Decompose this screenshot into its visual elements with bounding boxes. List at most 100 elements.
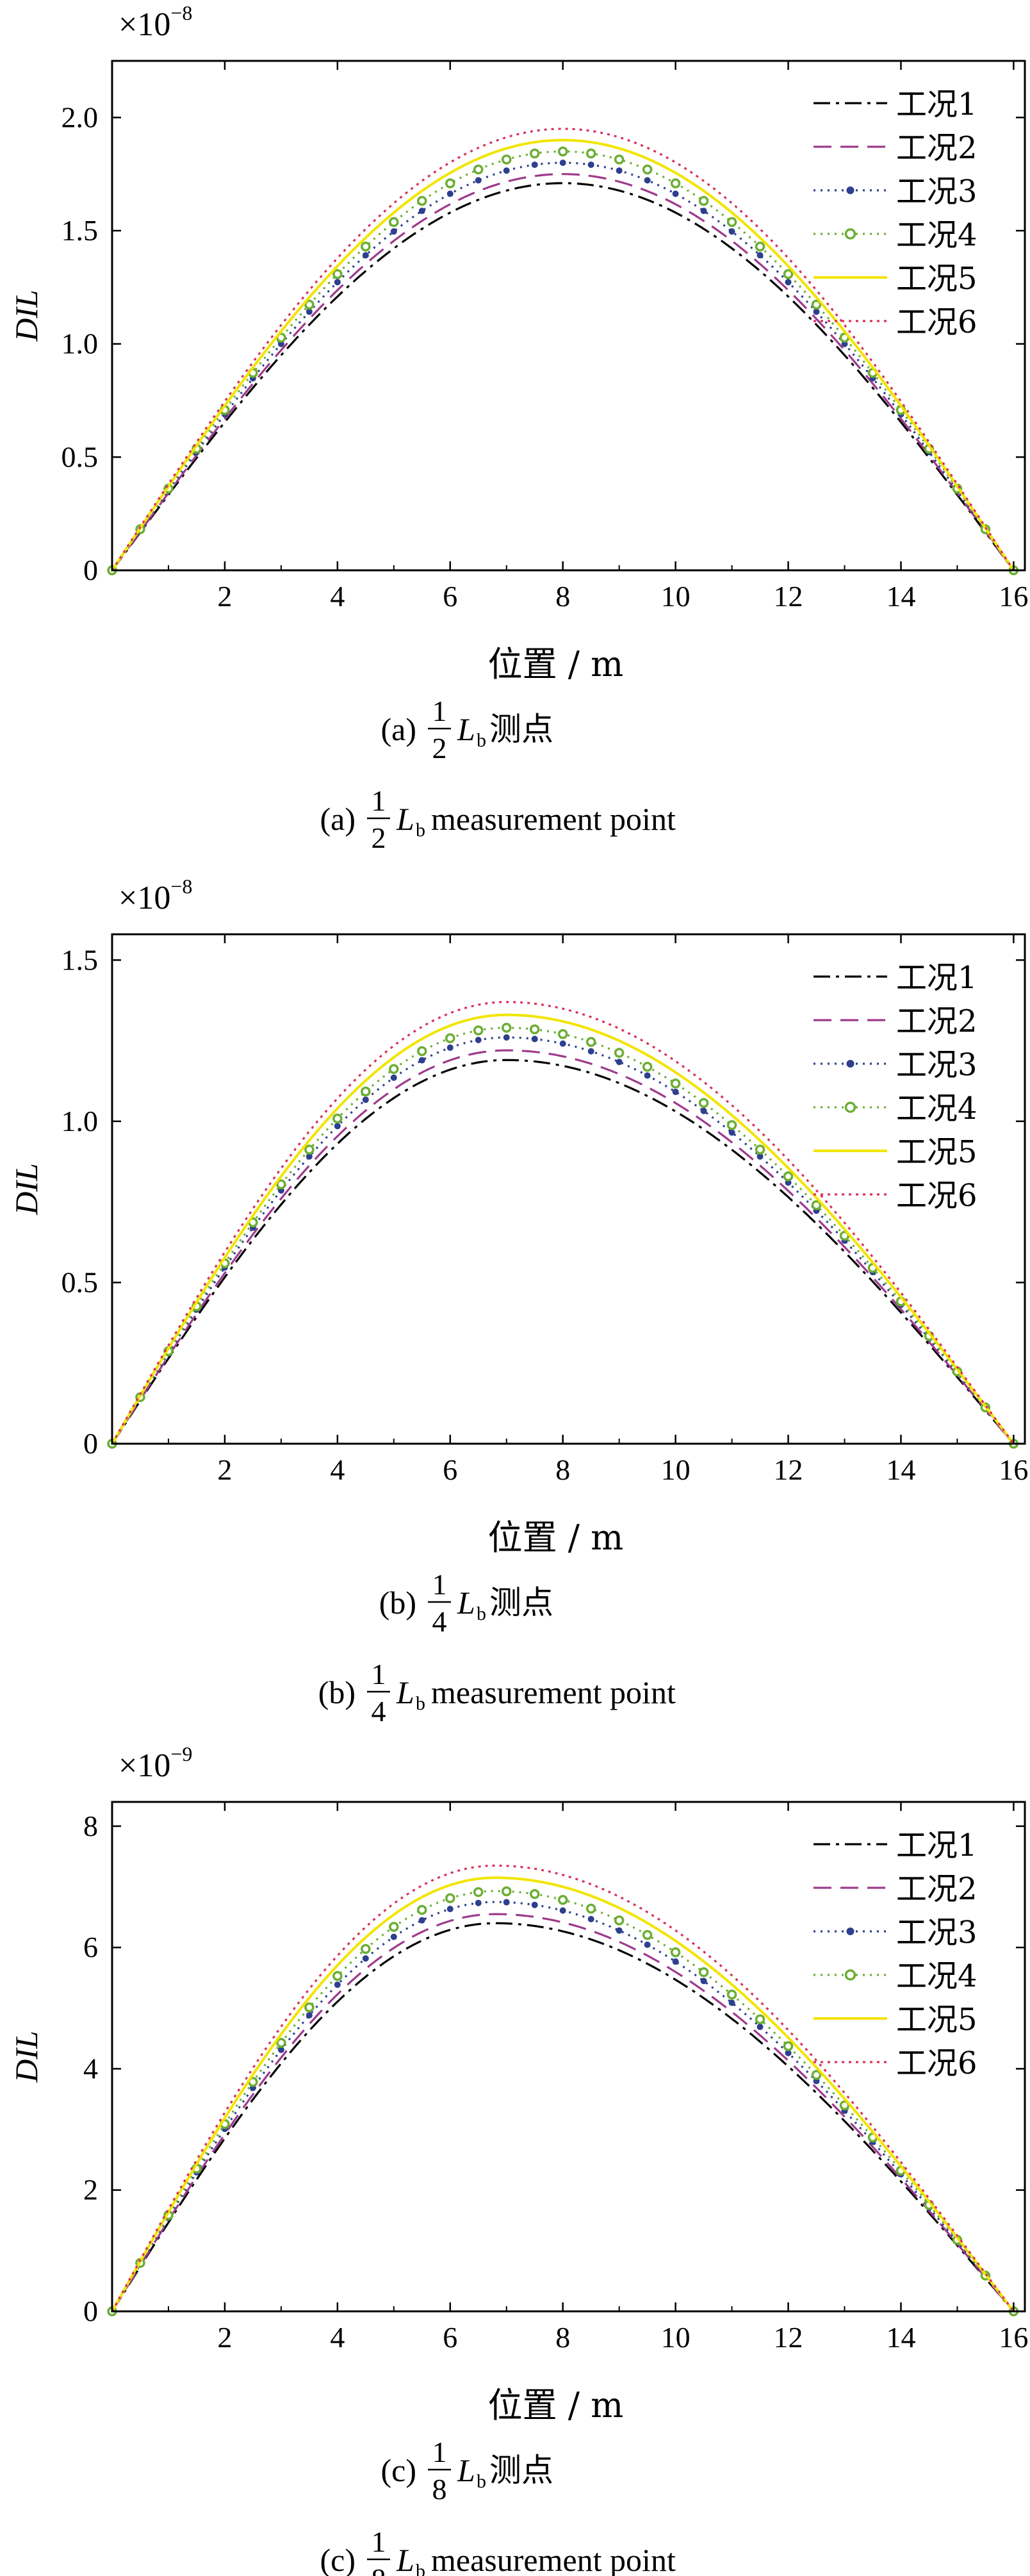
- marker-circle: [361, 1944, 371, 1954]
- marker-dot: [813, 308, 820, 315]
- series-line-2: [111, 1913, 1015, 2313]
- marker-dot: [644, 177, 651, 184]
- marker-dot: [700, 1107, 707, 1114]
- legend: 工况1 工况2 工况3 工况4 工况5 工况6: [813, 960, 977, 1214]
- marker-circle: [642, 1929, 653, 1940]
- caption-prefix: (a): [381, 711, 417, 747]
- marker-circle: [839, 2100, 850, 2111]
- marker-circle: [473, 1025, 484, 1036]
- series-line-5: [111, 1013, 1015, 1445]
- caption-prefix: (c): [381, 2452, 417, 2488]
- x-tick-label: 14: [886, 1453, 915, 1486]
- marker-circle: [501, 1886, 512, 1897]
- marker-circle: [304, 1144, 315, 1155]
- x-tick-label: 14: [886, 580, 915, 613]
- caption-fraction-num: 1: [432, 1568, 447, 1601]
- marker-dot: [756, 2024, 764, 2031]
- series-line-6: [111, 1864, 1015, 2312]
- marker-dot: [587, 161, 594, 169]
- marker-dot: [559, 1040, 566, 1047]
- caption-prefix: (b): [318, 1674, 356, 1710]
- caption-cn-text: 测点: [489, 2452, 553, 2489]
- marker-dot: [728, 228, 735, 235]
- exponent-base: ×10: [119, 6, 170, 43]
- marker-dot: [306, 1153, 313, 1160]
- marker-dot: [446, 1044, 454, 1051]
- marker-dot: [531, 1901, 538, 1908]
- marker-circle: [276, 1179, 286, 1190]
- marker-dot: [756, 252, 764, 259]
- caption-sub: b: [477, 1603, 486, 1624]
- marker-circle: [332, 1113, 343, 1124]
- x-tick-label: 12: [774, 580, 803, 613]
- caption-fraction-den: 4: [432, 1605, 447, 1638]
- plot-frame: [111, 1801, 1026, 2313]
- y-tick-label: 1.5: [61, 943, 99, 976]
- legend: 工况1 工况2 工况3 工况4 工况5 工况6: [813, 1828, 977, 2081]
- marker-dot: [277, 2046, 284, 2053]
- series-line-2: [111, 1049, 1015, 1445]
- x-tick-label: 4: [330, 1453, 345, 1486]
- marker-circle: [726, 1120, 737, 1130]
- x-tick-label: 6: [443, 580, 457, 613]
- marker-circle: [529, 1024, 540, 1035]
- x-tick-label: 4: [330, 580, 345, 613]
- marker-dot: [334, 279, 341, 286]
- y-axis: 0 2 4 6 8: [83, 1810, 1025, 2327]
- marker-circle: [642, 164, 653, 175]
- x-tick-label: 2: [217, 1453, 232, 1486]
- caption-sub: b: [477, 2471, 486, 2492]
- marker-circle: [445, 178, 455, 188]
- marker-dot: [390, 1933, 397, 1940]
- legend-marker: [846, 1060, 854, 1068]
- marker-circle: [783, 2041, 794, 2051]
- x-tick-label: 12: [774, 2321, 803, 2354]
- marker-circle: [811, 299, 822, 310]
- x-tick-label: 8: [555, 580, 570, 613]
- caption-L: L: [396, 801, 414, 837]
- y-tick-label: 2: [83, 2174, 98, 2206]
- marker-circle: [557, 146, 568, 157]
- marker-dot: [418, 1917, 425, 1924]
- marker-dot: [644, 1941, 651, 1948]
- x-tick-label: 8: [555, 1453, 570, 1486]
- marker-circle: [783, 269, 794, 279]
- marker-circle: [755, 2014, 765, 2024]
- marker-dot: [334, 1981, 341, 1988]
- y-tick-label: 8: [83, 1810, 98, 1842]
- y-tick-label: 4: [83, 2052, 98, 2085]
- x-tick-label: 8: [555, 2321, 570, 2354]
- caption-fraction-num: 1: [372, 784, 386, 817]
- caption-en: (b) 1 4L b measurement point: [318, 1658, 676, 1728]
- legend-label-5: 工况5: [896, 1134, 977, 1170]
- series-markers-4: [107, 1886, 1019, 2316]
- marker-dot: [728, 1999, 735, 2006]
- legend-label-2: 工况2: [896, 1003, 977, 1039]
- series-line-4: [111, 1027, 1015, 1444]
- marker-dot: [672, 190, 679, 197]
- legend-marker: [846, 186, 854, 194]
- series-line-5: [111, 1876, 1015, 2313]
- legend-label-2: 工况2: [896, 130, 977, 166]
- marker-circle: [417, 1904, 427, 1915]
- series-markers-3: [109, 160, 1017, 574]
- marker-circle: [614, 1048, 625, 1058]
- y-axis: 0 0.5 1.0 1.5 2.0: [61, 101, 1025, 586]
- exponent-label: ×10−9: [119, 1742, 192, 1784]
- y-tick-label: 0: [83, 554, 98, 586]
- plot-frame: [111, 60, 1026, 572]
- marker-circle: [839, 1230, 850, 1241]
- marker-circle: [614, 154, 625, 165]
- caption-L: L: [457, 711, 475, 747]
- marker-circle: [811, 2070, 822, 2080]
- x-tick-label: 16: [999, 2321, 1028, 2354]
- marker-circle: [529, 1889, 540, 1899]
- series-line-6: [111, 1001, 1015, 1444]
- legend-label-4: 工况4: [896, 1958, 977, 1994]
- caption-L: L: [457, 2452, 475, 2488]
- marker-circle: [642, 1061, 653, 1072]
- legend-label-6: 工况6: [896, 1178, 977, 1214]
- series-group: [107, 128, 1019, 575]
- exponent-power: −9: [170, 1742, 192, 1765]
